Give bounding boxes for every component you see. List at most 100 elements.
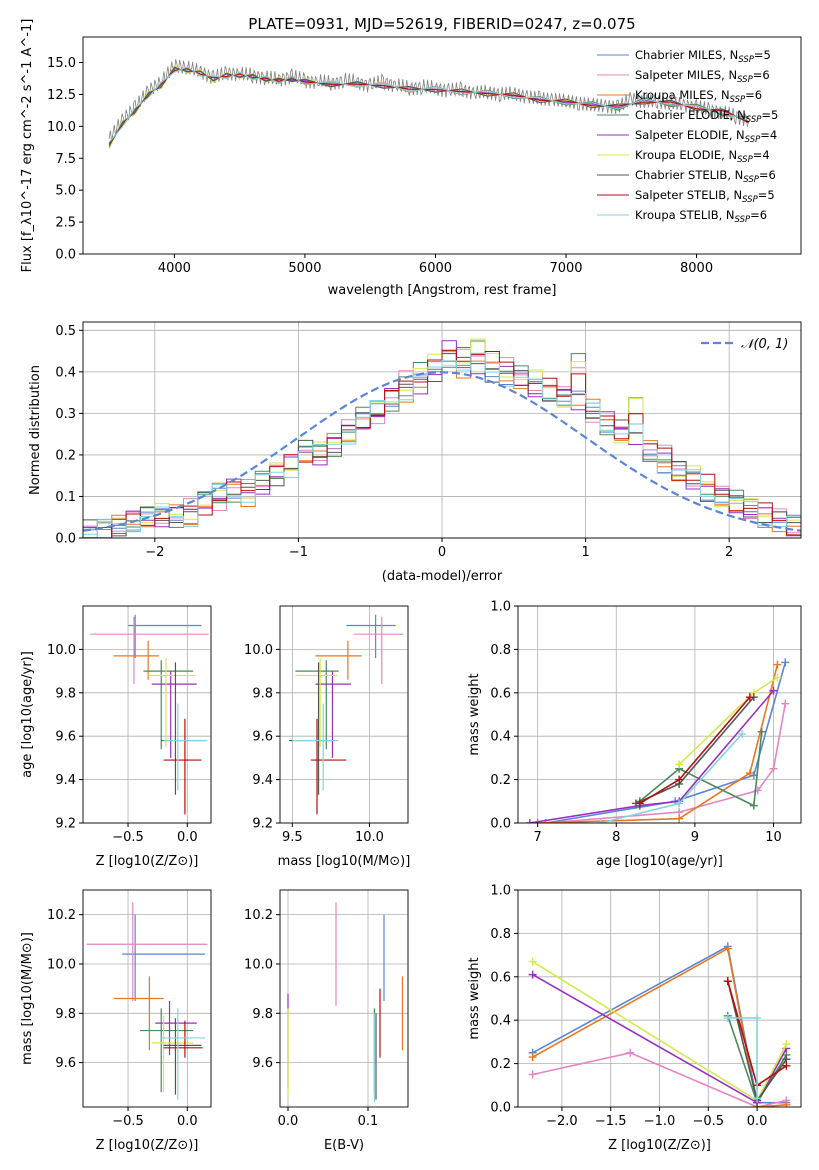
- mass-weight-line: [529, 690, 775, 823]
- plus-marker: [528, 1053, 537, 1062]
- mass-weight-line: [532, 947, 787, 1107]
- legend-entry: Salpeter ELODIE, NSSP=4: [635, 128, 777, 145]
- y-tick-label: 0.1: [55, 490, 76, 505]
- x-tick-label: 2: [725, 545, 733, 560]
- y-tick-label: 10.0: [47, 957, 76, 972]
- plus-marker: [675, 760, 684, 769]
- y-tick-label: 0.6: [490, 686, 511, 701]
- x-tick-label: 0.0: [747, 1114, 768, 1129]
- x-tick-label: 0.0: [177, 1114, 198, 1129]
- x-axis-label: mass [log10(M/M⊙)]: [278, 854, 411, 869]
- plus-marker: [723, 944, 732, 953]
- y-tick-label: 0.4: [55, 365, 76, 380]
- axes-frame: [517, 605, 802, 824]
- y-tick-label: 9.2: [252, 817, 273, 832]
- mass-vs-metallicity-panel: −0.5 0.0 9.6 9.8 10.0 10.2 Z [log10(Z/Z⊙)] mass…: [20, 889, 212, 1153]
- x-tick-label: 8: [612, 830, 620, 845]
- axes-frame: [82, 36, 802, 255]
- plus-marker: [757, 727, 766, 736]
- plot-area: [287, 902, 403, 1103]
- y-tick-label: 0.0: [55, 248, 76, 263]
- plot-area: [83, 338, 801, 538]
- x-tick-label: −2.0: [546, 1114, 578, 1129]
- legend-entry: Chabrier MILES, NSSP=5: [635, 48, 771, 65]
- legend-entry: Chabrier ELODIE, NSSP=5: [635, 108, 778, 125]
- plus-marker: [528, 1070, 537, 1079]
- residual-histogram: [83, 352, 801, 538]
- plus-marker: [769, 764, 778, 773]
- y-tick-label: 10.0: [244, 643, 273, 658]
- plus-marker: [723, 977, 732, 986]
- plus-marker: [782, 1100, 791, 1107]
- plus-marker: [525, 819, 534, 823]
- mass-weight-line: [545, 703, 787, 823]
- plus-marker: [675, 814, 684, 823]
- legend-entry: Salpeter MILES, NSSP=6: [635, 68, 770, 85]
- y-tick-label: 9.2: [55, 817, 76, 832]
- weight-vs-metallicity-panel: −2.0 −1.5 −1.0 −0.5 0.0 0.0 0.2 0.4 0.6 0.8 1.0 Z […: [467, 884, 802, 1153]
- axes-frame: [279, 605, 409, 824]
- plot-area: [525, 658, 790, 823]
- y-tick-label: 10.0: [47, 120, 76, 135]
- plus-marker: [528, 970, 537, 979]
- y-tick-label: 0.2: [490, 1057, 511, 1072]
- y-tick-label: 12.5: [47, 88, 76, 103]
- y-tick-label: 1.0: [490, 884, 511, 899]
- x-tick-label: −0.5: [112, 830, 144, 845]
- x-tick-label: −0.5: [693, 1114, 725, 1129]
- x-tick-label: 10.0: [355, 830, 384, 845]
- normal-distribution-curve: [83, 371, 801, 532]
- plot-area: [289, 614, 404, 815]
- x-axis-label: Z [log10(Z/Z⊙)]: [96, 1138, 199, 1153]
- axes-frame: [82, 889, 212, 1108]
- x-tick-label: 9: [691, 830, 699, 845]
- plot-area: [108, 59, 750, 149]
- y-axis-label: Flux [f_λ10^-17 erg cm^-2 s^-1 A^-1]: [20, 19, 35, 273]
- x-tick-label: −1.5: [595, 1114, 627, 1129]
- age-vs-metallicity-panel: −0.5 0.0 9.2 9.4 9.6 9.8 10.0 Z [log10(Z/Z⊙)] ag…: [20, 605, 212, 869]
- mass-weight-line: [639, 731, 763, 807]
- plus-marker: [769, 686, 778, 695]
- x-axis-label: age [log10(age/yr)]: [596, 854, 723, 869]
- y-tick-label: 10.2: [244, 908, 273, 923]
- x-tick-label: 10: [765, 830, 782, 845]
- y-axis-label: mass weight: [467, 957, 482, 1039]
- legend-entry: Chabrier STELIB, NSSP=6: [635, 168, 776, 185]
- plus-marker: [596, 819, 605, 823]
- x-tick-label: 0.0: [278, 1114, 299, 1129]
- y-tick-label: 9.4: [55, 773, 76, 788]
- model-spectrum-line: [108, 66, 750, 147]
- y-tick-label: 0.0: [55, 532, 76, 547]
- plus-marker: [723, 1014, 732, 1023]
- plot-area: [86, 902, 208, 1100]
- x-tick-label: −1: [289, 545, 308, 560]
- x-tick-label: −1.0: [644, 1114, 676, 1129]
- x-tick-label: 0: [438, 545, 446, 560]
- y-tick-label: 0.2: [490, 773, 511, 788]
- x-tick-label: 6000: [419, 261, 452, 276]
- axes-frame: [82, 605, 212, 824]
- x-axis-label: wavelength [Angstrom, rest frame]: [328, 283, 557, 298]
- x-tick-label: 7: [534, 830, 542, 845]
- y-axis-label: Normed distribution: [28, 365, 43, 495]
- weight-vs-age-panel: 7 8 9 10 0.0 0.2 0.4 0.6 0.8 1.0 age [log10(age/yr…: [467, 600, 802, 869]
- x-axis-label: Z [log10(Z/Z⊙)]: [96, 854, 199, 869]
- y-tick-label: 7.5: [55, 152, 76, 167]
- age-vs-mass-panel: 9.5 10.0 9.2 9.4 9.6 9.8 10.0 mass [log10(M/M⊙)…: [244, 605, 411, 869]
- y-tick-label: 0.4: [490, 730, 511, 745]
- y-tick-label: 0.6: [490, 970, 511, 985]
- y-tick-label: 9.6: [55, 1056, 76, 1071]
- plus-marker: [533, 819, 542, 823]
- y-tick-label: 9.8: [55, 1007, 76, 1022]
- y-axis-label: mass [log10(M/M⊙)]: [20, 932, 35, 1065]
- x-tick-label: 1: [581, 545, 589, 560]
- plus-marker: [738, 730, 747, 739]
- plus-marker: [745, 769, 754, 778]
- y-tick-label: 0.3: [55, 407, 76, 422]
- spectrum-panel: 4000 5000 6000 7000 8000 0.0 2.5 5.0 7.5 10.0 12.5…: [20, 19, 802, 298]
- x-tick-label: 9.5: [282, 830, 303, 845]
- plus-marker: [753, 1094, 762, 1103]
- plus-marker: [528, 957, 537, 966]
- y-tick-label: 9.6: [55, 730, 76, 745]
- plus-marker: [782, 1061, 791, 1070]
